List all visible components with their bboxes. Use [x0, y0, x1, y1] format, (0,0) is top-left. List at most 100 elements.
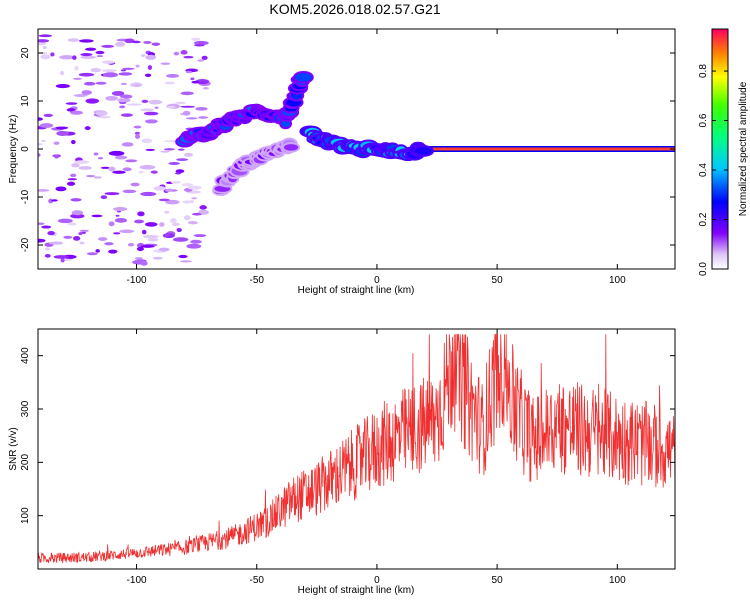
- y-tick-label: 300: [20, 400, 31, 417]
- noise-blob: [145, 222, 158, 227]
- noise-blob: [135, 64, 140, 68]
- noise-blob: [96, 55, 104, 58]
- noise-blob: [112, 170, 126, 174]
- y-tick-label: 0: [20, 146, 31, 152]
- dc-line: [425, 147, 675, 151]
- noise-blob: [193, 234, 207, 238]
- noise-blob: [134, 219, 145, 224]
- noise-blob: [53, 141, 60, 145]
- noise-blob: [173, 51, 180, 56]
- noise-blob: [44, 253, 51, 258]
- noise-blob: [143, 111, 159, 116]
- upper-branch-core: [281, 120, 291, 128]
- noise-blob: [145, 148, 156, 151]
- noise-blob: [38, 238, 46, 243]
- colorbar-tick-label: 0.8: [698, 64, 709, 78]
- noise-blob: [160, 150, 170, 153]
- noise-blob: [119, 105, 126, 109]
- noise-blob: [41, 225, 52, 229]
- noise-blob: [140, 260, 148, 266]
- noise-blob: [141, 244, 155, 248]
- noise-blob: [125, 159, 138, 163]
- noise-blob: [53, 255, 69, 259]
- noise-blob: [153, 186, 166, 191]
- noise-blob: [73, 236, 81, 241]
- x-tick-label: 0: [374, 275, 380, 286]
- y-tick-label: 20: [20, 47, 31, 59]
- noise-blob: [67, 38, 80, 42]
- colorbar-tick-label: 0.2: [698, 212, 709, 226]
- noise-blob: [95, 249, 100, 253]
- noise-blob: [78, 39, 94, 43]
- noise-blob: [67, 222, 77, 226]
- noise-blob: [38, 189, 50, 192]
- noise-blob: [39, 123, 54, 128]
- x-tick-label: -100: [127, 275, 147, 286]
- noise-blob: [182, 200, 192, 204]
- noise-blob: [147, 237, 159, 242]
- noise-blob: [56, 130, 69, 136]
- noise-blob: [79, 241, 85, 245]
- noise-blob: [80, 55, 96, 59]
- noise-blob: [172, 222, 180, 227]
- noise-blob: [84, 126, 91, 131]
- noise-blob: [177, 148, 185, 151]
- colorbar-tick-label: 0.4: [698, 163, 709, 177]
- noise-blob: [130, 182, 140, 187]
- noise-blob: [127, 243, 135, 247]
- noise-blob: [93, 176, 102, 179]
- noise-blob: [141, 99, 149, 103]
- noise-blob: [159, 222, 165, 227]
- noise-blob: [101, 69, 117, 72]
- noise-blob: [145, 54, 157, 60]
- noise-blob: [160, 62, 171, 65]
- snr-series-line: [38, 333, 675, 564]
- noise-blob: [38, 153, 41, 157]
- snr-layer: [38, 333, 675, 564]
- noise-blob: [122, 67, 135, 70]
- noise-blob: [202, 87, 209, 90]
- noise-blob: [59, 55, 75, 60]
- noise-blob: [95, 111, 108, 116]
- spectrogram-xlabel: Height of straight line (km): [298, 285, 415, 296]
- noise-blob: [38, 117, 43, 121]
- noise-blob: [71, 163, 80, 168]
- noise-blob: [100, 195, 108, 200]
- noise-blob: [136, 246, 144, 252]
- noise-blob: [44, 247, 51, 251]
- noise-blob: [97, 157, 104, 160]
- noise-blob: [176, 158, 189, 161]
- y-tick-label: 10: [20, 95, 31, 107]
- noise-blob: [79, 229, 90, 232]
- noise-blob: [73, 94, 88, 97]
- chart-title: KOM5.2026.018.02.57.G21: [269, 1, 440, 17]
- noise-blob: [38, 34, 53, 38]
- noise-blob: [185, 70, 193, 74]
- noise-blob: [165, 199, 180, 205]
- y-tick-label: 400: [20, 347, 31, 364]
- spectrogram-ylabel: Frequency (Hz): [8, 115, 19, 184]
- noise-blob: [126, 103, 142, 106]
- noise-blob: [151, 42, 161, 46]
- noise-blob: [119, 229, 135, 234]
- noise-blob: [95, 81, 107, 85]
- noise-blob: [174, 172, 182, 175]
- noise-blob: [141, 138, 153, 144]
- noise-blob: [104, 242, 114, 246]
- noise-blob: [72, 55, 77, 60]
- noise-blob: [174, 101, 186, 105]
- noise-blob: [189, 200, 194, 204]
- noise-blob: [122, 167, 132, 172]
- noise-blob: [175, 169, 185, 174]
- noise-blob: [101, 60, 116, 64]
- noise-blob: [114, 217, 127, 223]
- noise-blob: [180, 91, 194, 96]
- noise-blob: [143, 235, 159, 239]
- noise-blob: [164, 148, 175, 151]
- noise-blob: [201, 55, 208, 60]
- noise-blob: [86, 174, 96, 178]
- noise-blob: [111, 90, 125, 96]
- lower-branch-core: [283, 144, 299, 151]
- noise-blob: [97, 237, 108, 241]
